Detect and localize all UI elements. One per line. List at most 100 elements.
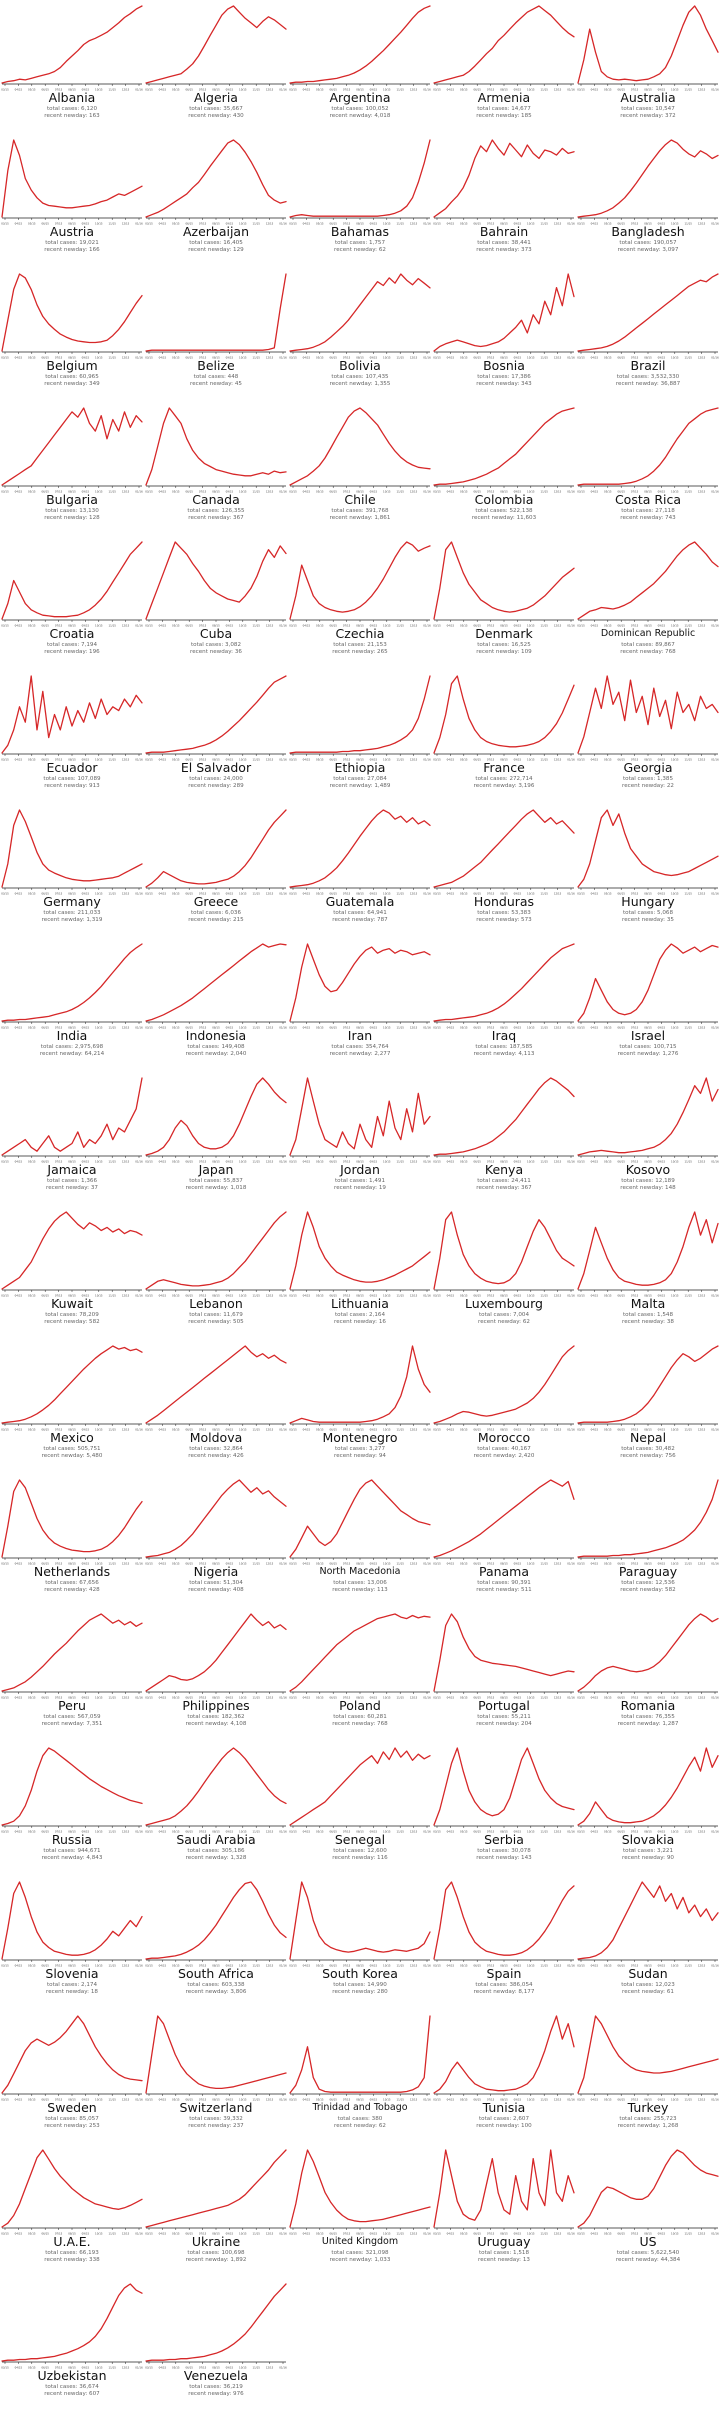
x-tick-label: 01/16 <box>567 1294 575 1298</box>
cases-series-line <box>577 1211 719 1290</box>
recent-newday-label: recent newday: <box>476 247 522 253</box>
x-tick-label: 08/15 <box>68 1830 76 1834</box>
total-cases-value: 3,082 <box>225 642 242 648</box>
x-tick-label: 12/15 <box>410 624 418 628</box>
recent-newday-label: recent newday: <box>188 1587 234 1593</box>
x-tick-label: 04/15 <box>15 1562 23 1566</box>
x-tick-label: 11/15 <box>540 1026 548 1030</box>
total-cases-label: total cases: <box>189 240 224 246</box>
recent-newday: recent newday: 143 <box>432 1855 576 1861</box>
x-tick-label: 01/16 <box>135 1026 143 1030</box>
x-tick-label: 03/15 <box>289 624 297 628</box>
cases-series-line <box>145 1479 287 1558</box>
cases-series-line <box>577 273 719 352</box>
country-name: Bangladesh <box>611 224 685 239</box>
x-tick-label: 11/15 <box>252 1964 260 1968</box>
x-tick-label: 01/16 <box>279 1696 287 1700</box>
x-tick-label: 07/15 <box>631 490 639 494</box>
total-cases-value: 14,677 <box>511 106 531 112</box>
recent-newday-label: recent newday: <box>473 1051 519 1057</box>
x-tick-label: 05/15 <box>460 222 468 226</box>
total-cases-label: total cases: <box>187 2250 222 2256</box>
x-tick-label: 01/16 <box>711 222 719 226</box>
country-chart: 03/15 04/15 05/15 06/15 07/15 08/15 09/15 10/15… <box>577 1211 719 1298</box>
x-tick-label: 03/15 <box>1 1428 9 1432</box>
x-tick-label: 05/15 <box>172 1026 180 1030</box>
x-tick-label: 12/15 <box>410 1964 418 1968</box>
cases-series-line <box>145 1077 287 1156</box>
total-cases-value: 12,189 <box>655 1178 675 1184</box>
x-tick-label: 05/15 <box>28 1428 36 1432</box>
x-tick-label: 03/15 <box>1 1964 9 1968</box>
x-tick-label: 01/16 <box>567 222 575 226</box>
total-cases: total cases: 1,366 <box>0 1178 144 1184</box>
x-tick-label: 01/16 <box>279 356 287 360</box>
x-tick-label: 09/15 <box>514 1026 522 1030</box>
x-tick-label: 10/15 <box>95 2366 103 2370</box>
recent-newday-value: 573 <box>521 917 532 923</box>
recent-newday: recent newday: 1,861 <box>288 515 432 521</box>
recent-newday: recent newday: 37 <box>0 1185 144 1191</box>
recent-newday-label: recent newday: <box>476 649 522 655</box>
country-chart: 03/15 04/15 05/15 06/15 07/15 08/15 09/15 10/15… <box>1 407 143 494</box>
x-tick-label: 01/16 <box>423 2232 431 2236</box>
cases-series-line <box>289 541 431 620</box>
x-tick-label: 11/15 <box>108 222 116 226</box>
recent-newday: recent newday: 4,113 <box>432 1051 576 1057</box>
country-name: Serbia <box>484 1832 524 1847</box>
x-tick-label: 11/15 <box>252 892 260 896</box>
x-tick-label: 10/15 <box>383 222 391 226</box>
x-tick-label: 10/15 <box>95 1294 103 1298</box>
cases-series-line <box>433 1613 575 1692</box>
x-tick-label: 01/16 <box>567 1428 575 1432</box>
x-tick-label: 09/15 <box>82 1160 90 1164</box>
country-panel: 03/15 04/15 05/15 06/15 07/15 08/15 09/15 10/15… <box>288 940 432 1074</box>
x-tick-label: 11/15 <box>684 1696 692 1700</box>
recent-newday-label: recent newday: <box>188 2123 234 2129</box>
cases-series-line <box>289 5 431 84</box>
x-tick-label: 08/15 <box>500 222 508 226</box>
cases-series-line <box>433 1881 575 1960</box>
x-tick-label: 10/15 <box>383 892 391 896</box>
country-name: Georgia <box>623 760 673 775</box>
x-tick-label: 01/16 <box>279 1562 287 1566</box>
x-tick-label: 04/15 <box>159 1562 167 1566</box>
total-cases: total cases: 255,723 <box>576 2116 720 2122</box>
country-panel: 03/15 04/15 05/15 06/15 07/15 08/15 09/15 10/15… <box>144 1074 288 1208</box>
x-tick-label: 12/15 <box>266 892 274 896</box>
x-tick-label: 05/15 <box>172 356 180 360</box>
country-panel: 03/15 04/15 05/15 06/15 07/15 08/15 09/15 10/15… <box>288 672 432 806</box>
x-tick-label: 10/15 <box>239 1026 247 1030</box>
x-tick-label: 11/15 <box>396 1696 404 1700</box>
x-tick-label: 08/15 <box>356 1160 364 1164</box>
country-name: Bahamas <box>330 224 390 239</box>
country-chart: 03/15 04/15 05/15 06/15 07/15 08/15 09/15 10/15… <box>289 2015 431 2102</box>
total-cases: total cases: 187,585 <box>432 1044 576 1050</box>
total-cases: total cases: 6,120 <box>0 106 144 112</box>
recent-newday-label: recent newday: <box>334 247 379 253</box>
x-tick-label: 05/15 <box>604 1160 612 1164</box>
x-tick-label: 07/15 <box>487 624 495 628</box>
total-cases-value: 1,548 <box>657 1312 674 1318</box>
total-cases-value: 60,281 <box>367 1714 387 1720</box>
x-tick-label: 07/15 <box>487 1830 495 1834</box>
x-tick-label: 12/15 <box>410 758 418 762</box>
country-name: Costa Rica <box>614 492 682 507</box>
x-tick-label: 06/15 <box>329 1026 337 1030</box>
x-tick-label: 03/15 <box>145 1160 153 1164</box>
x-tick-label: 11/15 <box>684 758 692 762</box>
total-cases-label: total cases: <box>621 1714 656 1720</box>
country-name: Switzerland <box>179 2100 253 2115</box>
x-tick-label: 04/15 <box>159 490 167 494</box>
total-cases-value: 255,723 <box>653 2116 677 2122</box>
recent-newday-label: recent newday: <box>473 1989 519 1995</box>
total-cases-label: total cases: <box>477 1580 512 1586</box>
cases-series-line <box>433 809 575 888</box>
x-tick-label: 12/15 <box>266 758 274 762</box>
x-tick-label: 11/15 <box>252 1294 260 1298</box>
total-cases: total cases: 1,491 <box>288 1178 432 1184</box>
x-tick-label: 11/15 <box>540 1160 548 1164</box>
x-tick-label: 07/15 <box>343 1294 351 1298</box>
recent-newday-value: 7,351 <box>86 1721 103 1727</box>
x-tick-label: 06/15 <box>185 88 193 92</box>
